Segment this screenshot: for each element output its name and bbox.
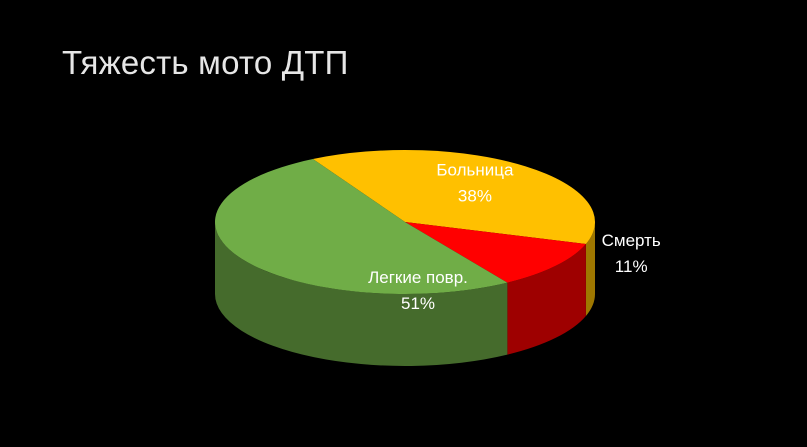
pie-value-slice-3: 51% [401,294,435,313]
pie-wall-slice-2 [507,244,586,355]
pie-wall-slice-1 [585,222,595,317]
pie-labels: Больница 38% Смерть 11% Легкие повр. 51% [368,161,661,313]
pie-slice-1 [312,149,595,245]
pie-walls [215,222,595,366]
pie-value-slice-1: 38% [458,187,492,206]
pie-label-slice-2: Смерть [602,231,661,250]
pie-label-slice-1: Больница [436,161,514,180]
pie-slice-2 [405,222,586,283]
pie-value-slice-2: 11% [615,257,648,276]
pie-label-slice-3: Легкие повр. [368,268,468,287]
slide-title: Тяжесть мото ДТП [62,44,349,81]
pie-tops [215,149,595,294]
pie-slice-3 [215,159,508,294]
pie-wall-slice-3 [215,222,508,366]
